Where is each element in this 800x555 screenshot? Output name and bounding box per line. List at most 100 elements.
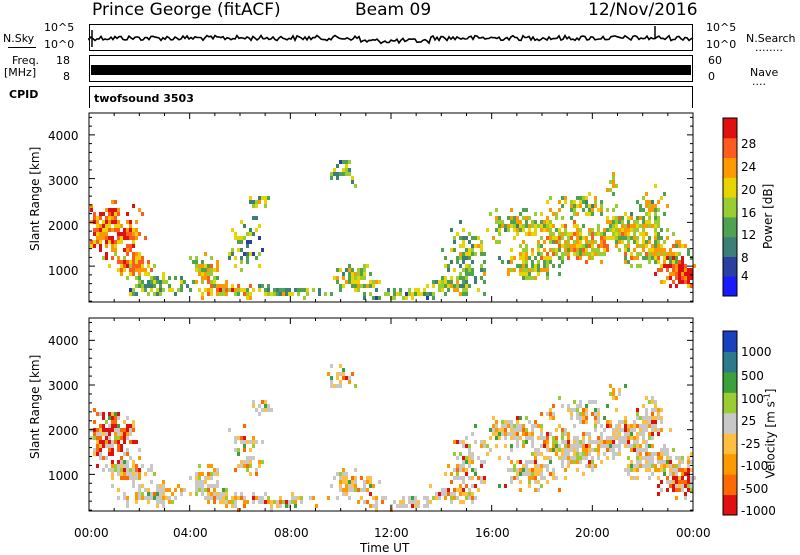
velocity-cell xyxy=(294,500,297,504)
velocity-cell xyxy=(645,464,648,468)
power-cell xyxy=(648,236,651,240)
power-cell xyxy=(207,272,210,276)
power-cell xyxy=(231,228,234,232)
power-cell xyxy=(558,236,561,240)
power-cell xyxy=(120,272,123,276)
velocity-cell xyxy=(525,468,528,472)
velocity-cell xyxy=(150,496,153,500)
velocity-cell xyxy=(666,448,669,452)
velocity-cell xyxy=(462,480,465,484)
power-cell xyxy=(624,256,627,260)
velocity-cell xyxy=(126,476,129,480)
velocity-cell xyxy=(459,492,462,496)
velocity-cell xyxy=(210,484,213,488)
velocity-cell xyxy=(207,464,210,468)
power-cell xyxy=(624,224,627,228)
power-cell xyxy=(645,220,648,224)
power-cell xyxy=(657,208,660,212)
power-cell xyxy=(597,244,600,248)
velocity-cell xyxy=(372,504,375,508)
velocity-cell xyxy=(594,408,597,412)
power-cell xyxy=(579,244,582,248)
velocity-cell xyxy=(276,504,279,508)
velocity-cell xyxy=(603,452,606,456)
velocity-cell xyxy=(657,492,660,496)
velocity-cell xyxy=(630,432,633,436)
power-cell xyxy=(660,248,663,252)
power-cell xyxy=(669,276,672,280)
velocity-cell xyxy=(639,448,642,452)
power-cell xyxy=(669,260,672,264)
power-cell xyxy=(594,252,597,256)
velocity-cell xyxy=(216,496,219,500)
power-cell xyxy=(111,256,114,260)
freq-unit-label: [MHz] xyxy=(4,66,37,79)
power-cell xyxy=(141,288,144,292)
power-cell xyxy=(513,236,516,240)
power-cell xyxy=(153,280,156,284)
velocity-cell xyxy=(300,500,303,504)
power-cell xyxy=(498,232,501,236)
power-cell xyxy=(144,288,147,292)
power-cell xyxy=(537,260,540,264)
velocity-cell xyxy=(138,476,141,480)
velocity-cell xyxy=(615,432,618,436)
velocity-cell xyxy=(561,448,564,452)
velocity-cell xyxy=(486,444,489,448)
velocity-cell xyxy=(669,460,672,464)
power-cell xyxy=(117,220,120,224)
power-cell xyxy=(507,268,510,272)
velocity-colorbar-segment xyxy=(723,494,737,516)
power-cell xyxy=(642,248,645,252)
power-cell xyxy=(330,292,333,296)
velocity-cell xyxy=(600,432,603,436)
velocity-cell xyxy=(516,468,519,472)
velocity-cell xyxy=(642,432,645,436)
power-cell xyxy=(240,288,243,292)
power-cell xyxy=(588,192,591,196)
velocity-cell xyxy=(414,496,417,500)
power-cell xyxy=(114,244,117,248)
power-colorbar-frame xyxy=(722,117,738,297)
power-cell xyxy=(474,252,477,256)
power-cell xyxy=(516,220,519,224)
power-cell xyxy=(531,264,534,268)
velocity-cell xyxy=(504,484,507,488)
velocity-cell xyxy=(102,456,105,460)
velocity-cell xyxy=(615,436,618,440)
velocity-cell xyxy=(579,460,582,464)
velocity-cell xyxy=(453,488,456,492)
velocity-cell xyxy=(210,476,213,480)
power-cell xyxy=(339,288,342,292)
velocity-cell xyxy=(561,456,564,460)
velocity-cell xyxy=(573,400,576,404)
power-cell xyxy=(252,200,255,204)
power-cell xyxy=(108,212,111,216)
power-cell xyxy=(243,236,246,240)
velocity-cell xyxy=(126,460,129,464)
power-cell xyxy=(237,236,240,240)
power-cell xyxy=(669,272,672,276)
power-cell xyxy=(534,256,537,260)
velocity-cell xyxy=(498,484,501,488)
velocity-cell xyxy=(522,468,525,472)
velocity-cell xyxy=(117,464,120,468)
velocity-cell xyxy=(687,468,690,472)
velocity-panel-bg xyxy=(89,318,693,511)
velocity-cell xyxy=(594,440,597,444)
velocity-cell xyxy=(132,424,135,428)
power-cell xyxy=(537,244,540,248)
velocity-cell xyxy=(681,460,684,464)
velocity-colorbar-segment xyxy=(723,371,737,393)
velocity-cell xyxy=(219,500,222,504)
velocity-cell xyxy=(102,416,105,420)
power-cell xyxy=(525,220,528,224)
velocity-cell xyxy=(606,448,609,452)
velocity-cell xyxy=(171,492,174,496)
velocity-cell xyxy=(117,432,120,436)
power-cell xyxy=(546,220,549,224)
velocity-cell xyxy=(402,496,405,500)
velocity-colorbar-segment xyxy=(723,351,737,373)
velocity-cell xyxy=(117,412,120,416)
velocity-cell xyxy=(507,468,510,472)
